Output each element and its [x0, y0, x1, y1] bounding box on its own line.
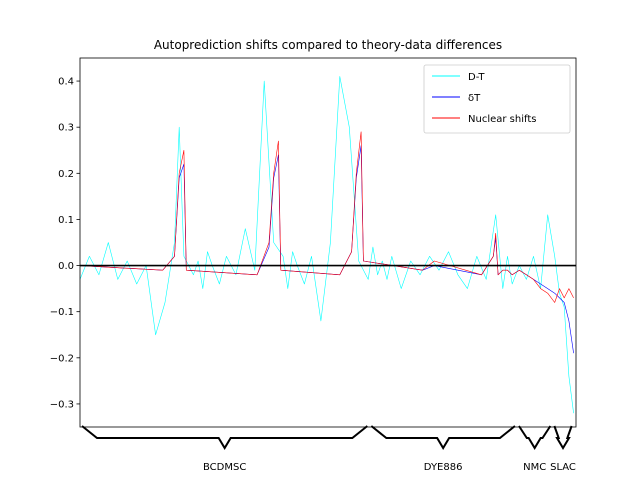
y-tick-label-3: 0.0: [58, 261, 74, 272]
y-tick-label-5: 0.2: [58, 169, 74, 180]
group-brace-3: [553, 425, 573, 450]
y-tick-label-2: −0.1: [50, 307, 74, 318]
y-tick-label-0: −0.3: [50, 399, 74, 410]
y-tick-label-6: 0.3: [58, 123, 74, 134]
group-brace-2: [518, 425, 552, 450]
y-tick-label-4: 0.1: [58, 215, 74, 226]
group-label-0: BCDMSC: [203, 462, 246, 473]
group-label-2: NMC: [523, 462, 546, 473]
legend-label-1: δT: [468, 93, 481, 104]
plot-area: [79, 57, 577, 428]
y-axis: −0.3 −0.2 −0.1 0.0 0.1 0.2 0.3 0.4: [50, 77, 80, 410]
legend-label-0: D-T: [468, 72, 485, 83]
legend-box: [423, 64, 571, 134]
series-line-2: [79, 131, 574, 303]
chart-title: Autoprediction shifts compared to theory…: [154, 38, 502, 52]
group-brace-1: [370, 425, 516, 450]
group-label-1: DYE886: [424, 462, 463, 473]
legend: D-T δT Nuclear shifts: [423, 64, 571, 134]
group-label-3: SLAC: [550, 462, 576, 473]
axes-frame: [79, 57, 577, 428]
y-tick-label-1: −0.2: [50, 353, 74, 364]
group-brace-0: [81, 425, 368, 450]
group-braces: BCDMSC DYE886 NMC SLAC: [81, 425, 576, 473]
series-line-0: [79, 76, 574, 414]
y-tick-label-7: 0.4: [58, 77, 74, 88]
legend-label-2: Nuclear shifts: [468, 114, 536, 125]
